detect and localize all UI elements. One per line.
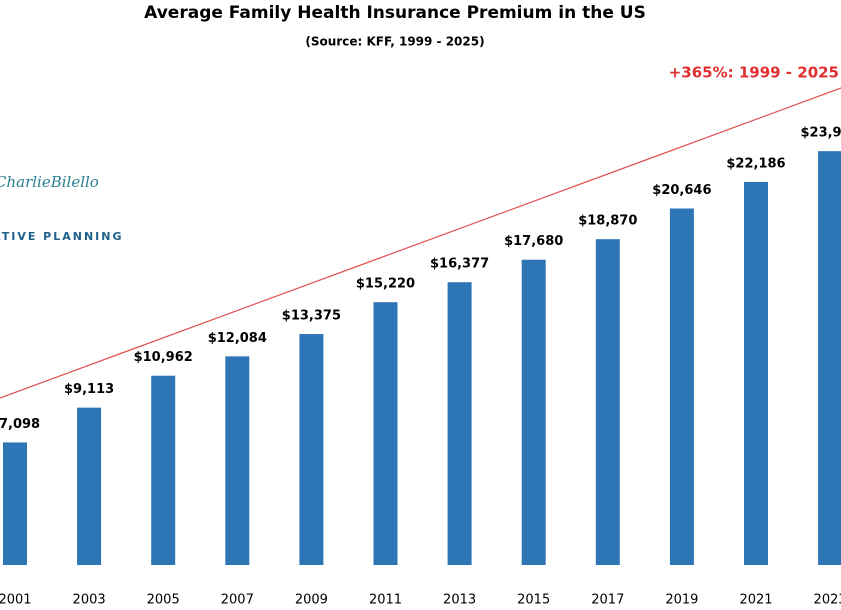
bar (595, 239, 620, 566)
trend-line (0, 87, 841, 399)
bar (818, 151, 841, 565)
bar (669, 208, 694, 566)
x-tick-label: 2011 (369, 593, 402, 608)
x-tick-label: 2001 (0, 593, 32, 608)
x-tick-label: 2017 (591, 593, 624, 608)
bar (299, 334, 324, 565)
x-tick-label: 2023 (814, 593, 841, 608)
bar (151, 375, 176, 565)
x-tick-label: 2005 (147, 593, 180, 608)
x-tick-label: 2013 (443, 593, 476, 608)
value-label: $9,113 (64, 382, 114, 397)
value-label: $22,186 (726, 156, 785, 171)
x-tick-label: 2003 (73, 593, 106, 608)
value-label: $12,084 (208, 331, 267, 346)
annotation: +365%: 1999 - 2025 (669, 64, 839, 82)
x-tick-label: 2009 (295, 593, 328, 608)
value-label: $23,968 (800, 126, 841, 141)
bar (447, 282, 472, 565)
brand: CREATIVE PLANNING (0, 230, 124, 243)
x-tick-label: 2019 (665, 593, 698, 608)
bar (225, 356, 250, 565)
value-label: $18,870 (578, 214, 637, 229)
chart-title: Average Family Health Insurance Premium … (144, 3, 646, 23)
bar (521, 259, 546, 565)
bar (3, 442, 27, 565)
value-label: $13,375 (282, 309, 341, 324)
x-tick-label: 2015 (517, 593, 550, 608)
bar (744, 181, 768, 565)
bar (373, 302, 398, 565)
value-label: $7,098 (0, 417, 40, 432)
value-label: $15,220 (356, 277, 415, 292)
value-label: $16,377 (430, 257, 489, 272)
x-tick-label: 2007 (221, 593, 254, 608)
value-label: $17,680 (504, 234, 563, 249)
bar (77, 407, 102, 565)
value-label: $10,962 (134, 350, 193, 365)
x-tick-label: 2021 (739, 593, 772, 608)
watermark: @CharlieBilello (0, 173, 99, 191)
value-label: $20,646 (652, 183, 711, 198)
chart-subtitle: (Source: KFF, 1999 - 2025) (305, 35, 484, 49)
